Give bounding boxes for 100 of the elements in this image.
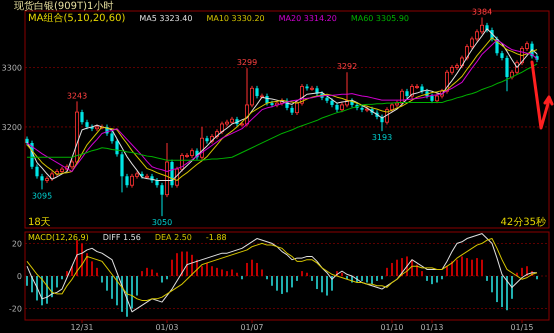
bar bbox=[211, 266, 213, 276]
bar bbox=[301, 271, 303, 276]
annotation: 3193 bbox=[372, 133, 392, 142]
text: DEA 2.50 bbox=[154, 233, 192, 242]
chart-subtitle: MA组合(5,10,20,60) bbox=[28, 12, 126, 24]
bar bbox=[491, 276, 493, 292]
annotation: 3050 bbox=[152, 218, 172, 228]
x-tick-label: 01/03 bbox=[155, 323, 179, 332]
chart-title: 现货白银(909T)1小时 bbox=[14, 0, 114, 12]
bar bbox=[391, 262, 393, 276]
bar bbox=[396, 260, 398, 276]
y-tick-label: 3300 bbox=[2, 63, 22, 72]
bar bbox=[166, 276, 168, 280]
bar bbox=[381, 276, 383, 280]
bar bbox=[466, 258, 468, 276]
bar bbox=[471, 260, 473, 276]
bar bbox=[116, 276, 118, 306]
bar bbox=[321, 276, 323, 292]
line-series bbox=[26, 233, 538, 312]
x-tick-label: 12/31 bbox=[70, 323, 94, 332]
bar bbox=[176, 253, 178, 276]
bar bbox=[426, 276, 428, 281]
bar bbox=[221, 269, 223, 276]
bar bbox=[96, 268, 98, 276]
bar bbox=[271, 276, 273, 286]
bar bbox=[526, 266, 528, 276]
bar bbox=[461, 256, 463, 276]
bar bbox=[226, 271, 228, 276]
series-label: DIFF 1.56 bbox=[102, 233, 141, 242]
x-tick-label: 01/10 bbox=[380, 323, 404, 332]
annotation: 3095 bbox=[32, 191, 52, 200]
bar bbox=[331, 276, 333, 291]
bar bbox=[181, 252, 183, 276]
bar bbox=[476, 258, 478, 276]
bar bbox=[341, 272, 343, 276]
bar bbox=[131, 276, 133, 309]
annotation: 42分35秒 bbox=[500, 216, 546, 228]
bar bbox=[216, 268, 218, 276]
bar bbox=[366, 276, 368, 283]
annotation: 18天 bbox=[28, 217, 51, 228]
bar bbox=[431, 276, 433, 284]
bar bbox=[261, 269, 263, 276]
annotation: -1.88 bbox=[206, 233, 227, 242]
bar bbox=[386, 268, 388, 276]
bar bbox=[136, 276, 138, 296]
bar bbox=[256, 262, 258, 276]
bar bbox=[246, 262, 248, 276]
bar bbox=[146, 268, 148, 276]
annotation: 3299 bbox=[236, 58, 258, 68]
y-tick-label: 3200 bbox=[2, 122, 22, 132]
bar bbox=[486, 276, 488, 281]
bar bbox=[536, 276, 538, 280]
bar bbox=[106, 276, 108, 291]
bar bbox=[446, 266, 448, 276]
bar bbox=[501, 276, 503, 307]
bar bbox=[141, 271, 143, 276]
bar bbox=[506, 276, 508, 310]
bar bbox=[416, 264, 418, 276]
bar bbox=[101, 276, 103, 283]
bar bbox=[326, 276, 328, 296]
x-tick-label: 01/15 bbox=[510, 323, 534, 332]
bar bbox=[201, 266, 203, 276]
bar bbox=[206, 262, 208, 276]
text: MA5 3323.40 bbox=[139, 14, 192, 23]
bar bbox=[161, 276, 163, 283]
x-tick-label: 01/07 bbox=[240, 323, 264, 332]
bar bbox=[276, 276, 278, 291]
bar bbox=[61, 276, 63, 280]
y-tick-label: -20 bbox=[8, 304, 22, 314]
bar bbox=[151, 269, 153, 276]
y-tick-label: 0 bbox=[16, 272, 22, 281]
bar bbox=[441, 276, 443, 280]
bar bbox=[241, 276, 243, 280]
chart-title: MACD(12,26,9) bbox=[28, 233, 89, 242]
bar bbox=[496, 276, 498, 302]
y-tick-label: 20 bbox=[12, 239, 22, 248]
bar bbox=[36, 276, 38, 300]
annotation: 3384 bbox=[472, 8, 492, 17]
bar bbox=[511, 276, 513, 299]
bar bbox=[251, 260, 253, 276]
bar bbox=[306, 272, 308, 276]
bar bbox=[26, 276, 28, 286]
bar bbox=[421, 271, 423, 276]
bar bbox=[436, 276, 438, 283]
bar bbox=[91, 261, 93, 276]
bar bbox=[481, 260, 483, 276]
bar bbox=[361, 276, 363, 281]
bar bbox=[81, 243, 83, 276]
text: MA20 3314.20 bbox=[278, 14, 337, 23]
bar bbox=[121, 276, 123, 312]
text: MA10 3330.20 bbox=[206, 14, 265, 23]
bar bbox=[316, 276, 318, 290]
bar bbox=[376, 276, 378, 281]
bar bbox=[186, 252, 188, 276]
bar bbox=[56, 276, 58, 288]
bar bbox=[171, 260, 173, 276]
bar bbox=[76, 240, 78, 276]
bar bbox=[266, 276, 268, 280]
annotation: 3243 bbox=[66, 91, 88, 100]
bar bbox=[86, 253, 88, 276]
